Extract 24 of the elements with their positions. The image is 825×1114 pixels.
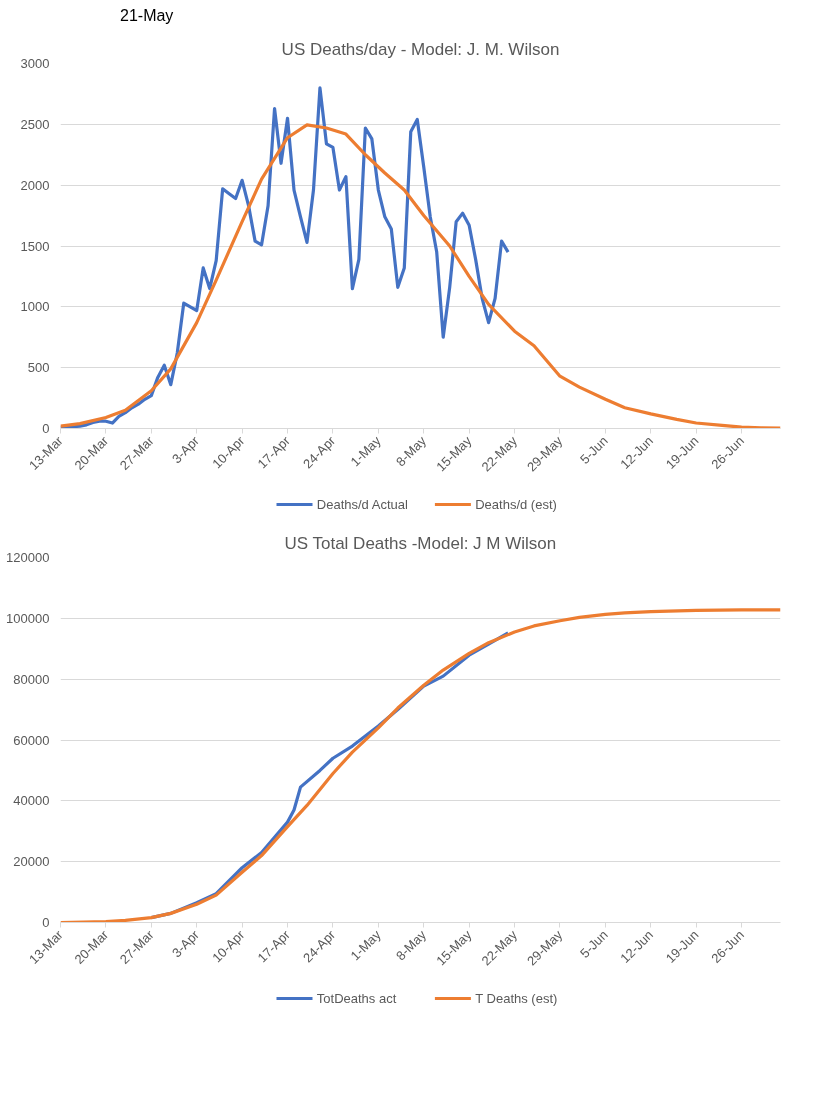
y-tick-label: 80000 bbox=[13, 671, 50, 687]
text: 21-May bbox=[120, 6, 174, 26]
y-tick-label: 2000 bbox=[20, 177, 50, 193]
legend-label: Deaths/d (est) bbox=[475, 497, 557, 512]
y-tick-label: 60000 bbox=[13, 732, 50, 748]
line-series bbox=[60, 608, 781, 923]
y-tick-label: 40000 bbox=[13, 793, 50, 809]
chart-title: US Deaths/day - Model: J. M. Wilson bbox=[281, 39, 560, 59]
legend-label: T Deaths (est) bbox=[475, 991, 558, 1006]
chart-title: US Total Deaths -Model: J M Wilson bbox=[284, 533, 557, 553]
y-tick-label: 0 bbox=[42, 915, 50, 930]
y-tick-label: 20000 bbox=[13, 854, 50, 870]
line-series bbox=[60, 86, 510, 429]
legend-label: TotDeaths act bbox=[316, 991, 397, 1006]
y-tick-label: 3000 bbox=[20, 56, 50, 71]
y-tick-label: 500 bbox=[27, 360, 50, 376]
y-tick-label: 1000 bbox=[20, 299, 50, 315]
y-tick-label: 100000 bbox=[6, 610, 50, 626]
y-tick-label: 120000 bbox=[6, 550, 50, 565]
y-tick-label: 2500 bbox=[20, 116, 50, 132]
line-series bbox=[60, 123, 781, 429]
y-tick-label: 1500 bbox=[20, 238, 50, 254]
legend-label: Deaths/d Actual bbox=[316, 497, 408, 512]
y-tick-label: 0 bbox=[42, 421, 50, 436]
